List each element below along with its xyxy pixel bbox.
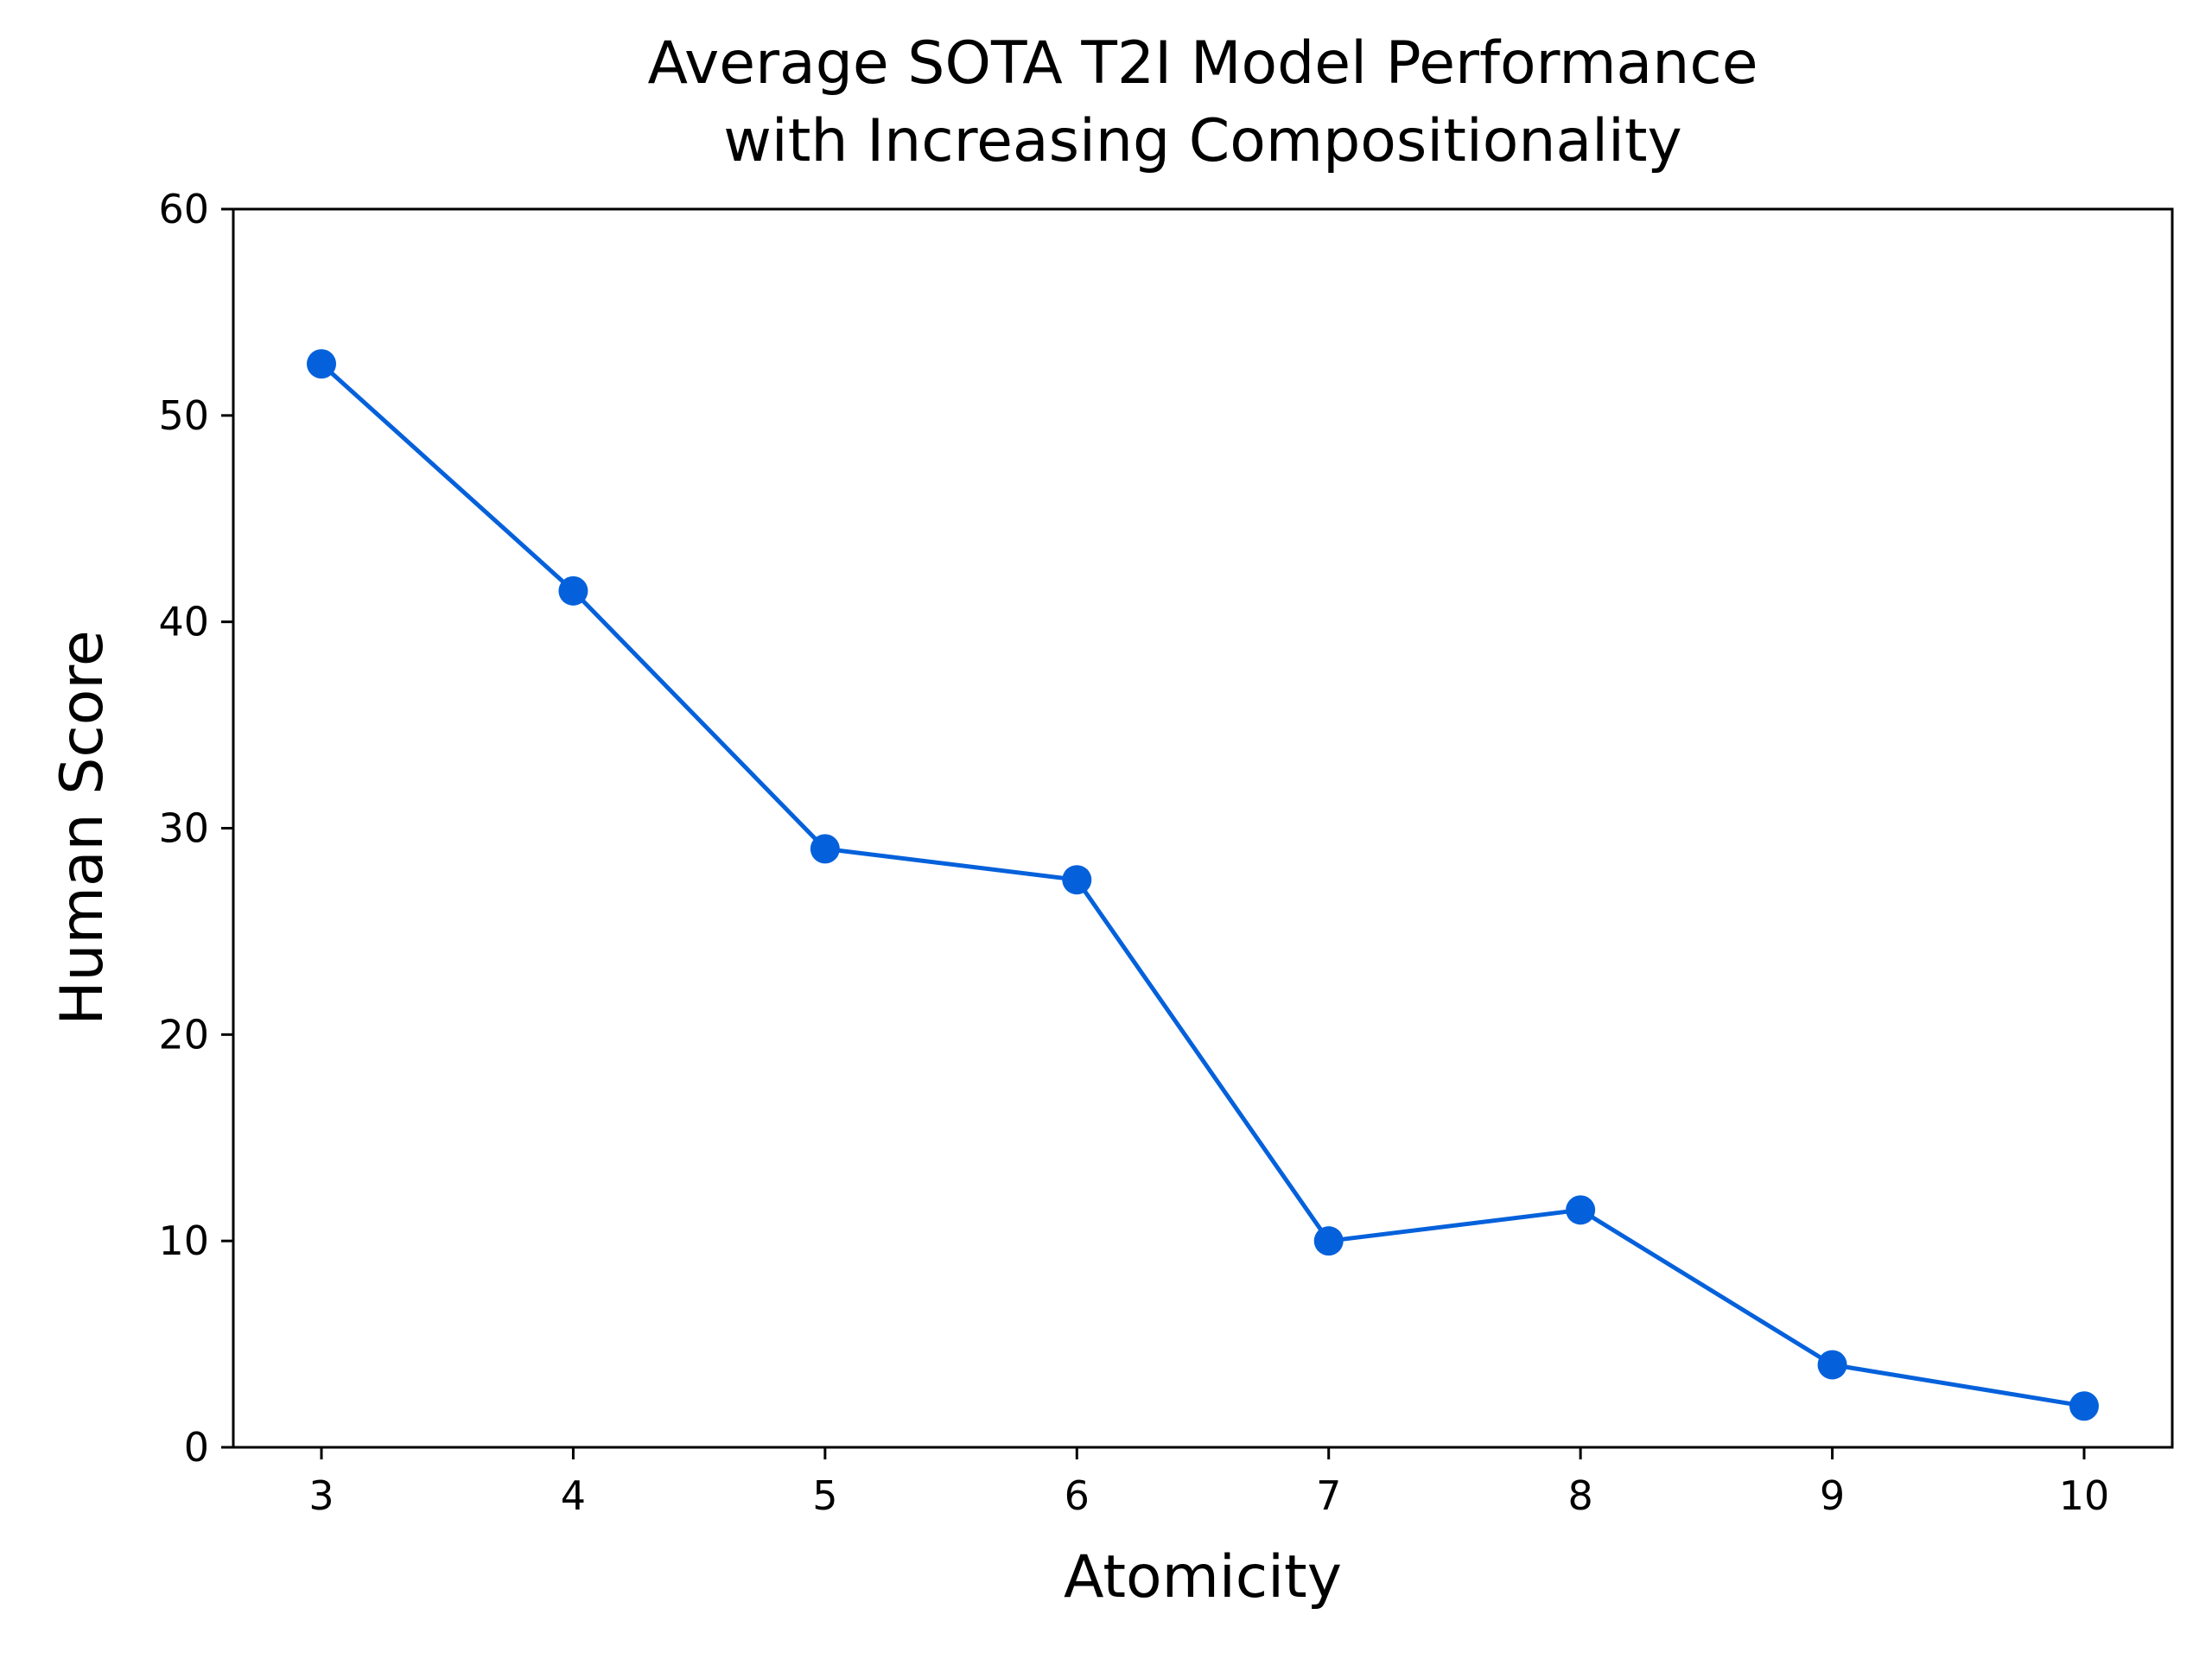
y-tick-label: 30 [158,805,209,852]
axes-frame [232,207,2174,1449]
x-tick-label: 9 [1820,1472,1845,1519]
x-tick-label: 10 [2059,1472,2110,1519]
x-tick-label: 7 [1316,1472,1341,1519]
data-point [1313,1226,1344,1256]
y-tick-label: 0 [184,1424,209,1471]
data-point [810,834,840,864]
x-tick-label: 6 [1065,1472,1090,1519]
x-axis-label: Atomicity [1064,1543,1342,1611]
data-point [1817,1350,1847,1380]
y-axis-label: Human Score [48,630,117,1025]
x-tick-label: 4 [561,1472,586,1519]
data-point [1566,1195,1596,1225]
y-tick-label: 20 [158,1011,209,1058]
y-tick-label: 50 [158,392,209,439]
series-line [319,361,2087,1408]
x-axis-ticks: 3 4 5 6 7 8 9 10 [308,1447,2109,1519]
x-tick-label: 8 [1568,1472,1593,1519]
chart-title-line-2: with Increasing Compositionality [723,107,1682,175]
data-point [1062,865,1092,895]
y-tick-label: 60 [158,186,209,232]
y-tick-label: 10 [158,1217,209,1264]
data-point [558,575,588,606]
data-point [307,349,336,379]
y-tick-label: 40 [158,599,209,645]
data-point [2069,1391,2099,1421]
y-axis-ticks: 0 10 20 30 40 50 60 [158,186,233,1471]
chart-title-line-1: Average SOTA T2I Model Performance [647,29,1758,98]
x-tick-label: 5 [812,1472,837,1519]
x-tick-label: 3 [308,1472,334,1519]
plot-area [307,349,2099,1421]
